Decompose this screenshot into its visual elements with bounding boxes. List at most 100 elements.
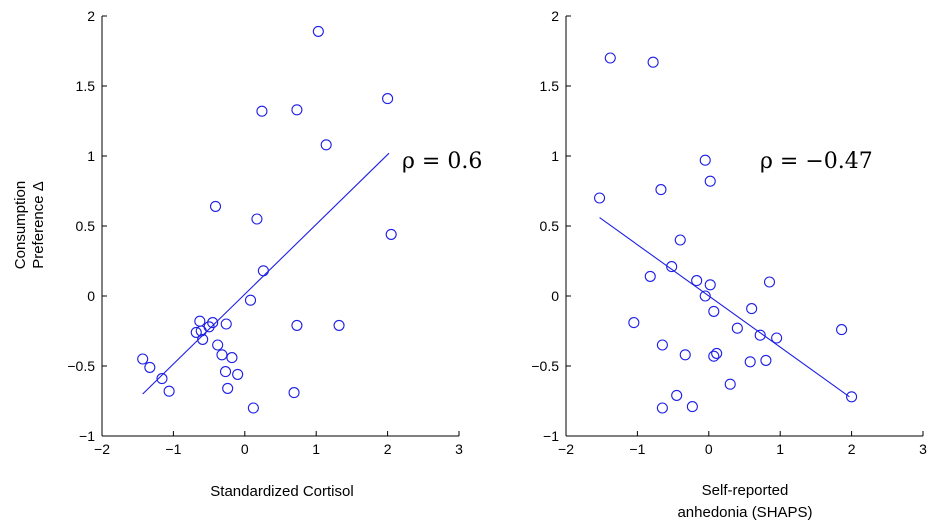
data-point (190, 326, 202, 338)
data-point (644, 270, 656, 282)
data-point (333, 319, 345, 331)
data-point (382, 93, 394, 105)
data-point (156, 373, 168, 385)
data-point (288, 387, 300, 399)
data-point (674, 234, 686, 246)
y-axis-label-line1: Consumption (12, 181, 29, 269)
data-point (708, 305, 720, 317)
data-point (708, 350, 720, 362)
y-tick-label: 2 (551, 8, 559, 24)
y-tick-label: −1 (543, 428, 559, 444)
y-tick-label: −0.5 (67, 358, 95, 374)
data-point (604, 52, 616, 64)
data-point (704, 175, 716, 187)
data-point (219, 366, 232, 378)
y-tick-label: −0.5 (531, 358, 559, 374)
y-tick-label: 2 (87, 8, 95, 24)
data-point (836, 324, 848, 336)
data-point (679, 349, 691, 361)
data-point (226, 352, 238, 364)
y-tick-label: 0 (87, 288, 95, 304)
data-point (244, 294, 257, 306)
data-point (247, 402, 259, 414)
data-point (760, 354, 772, 366)
data-point (232, 368, 244, 380)
x-tick-label: 0 (705, 441, 713, 457)
data-point (222, 382, 234, 394)
data-point (746, 303, 758, 315)
y-tick-label: 0 (551, 288, 559, 304)
data-point (207, 317, 219, 329)
data-point (724, 378, 736, 390)
data-point (137, 353, 149, 365)
panel-cortisol: −2 −1 0 1 2 3−1−0.500.511.52 ρ = 0.6 Standard… (12, 8, 482, 500)
data-point (197, 333, 209, 345)
data-point (212, 339, 224, 351)
data-point (385, 228, 397, 240)
regression-line (142, 152, 390, 395)
rho-annotation-anhedonia: ρ = −0.47 (760, 149, 873, 174)
data-point (291, 104, 303, 116)
data-point (163, 385, 175, 397)
y-tick-label: 1 (87, 148, 95, 164)
x-axis-label-line1: Self-reported (702, 482, 789, 499)
data-point (704, 279, 716, 291)
data-point (771, 332, 783, 344)
y-tick-label: 0.5 (540, 218, 560, 234)
data-point (656, 402, 668, 414)
x-tick-label: 2 (848, 441, 856, 457)
data-point (312, 25, 324, 37)
data-point (731, 322, 743, 334)
x-tick-label: 1 (776, 441, 784, 457)
data-point (655, 184, 667, 196)
y-tick-label: 1 (551, 148, 559, 164)
x-tick-label: 1 (312, 441, 320, 457)
data-point (754, 329, 766, 341)
x-tick-label: 3 (455, 441, 463, 457)
x-tick-label: −1 (629, 441, 645, 457)
data-point (220, 318, 232, 330)
x-tick-label: −2 (558, 441, 574, 457)
rho-annotation-cortisol: ρ = 0.6 (402, 149, 482, 174)
data-point (846, 391, 858, 403)
data-point (628, 317, 640, 329)
data-point (256, 105, 268, 117)
data-point (257, 265, 269, 277)
data-point (666, 261, 678, 273)
data-point (699, 290, 711, 302)
regression-line (599, 217, 850, 398)
y-tick-label: 0.5 (76, 218, 96, 234)
x-axis-label-line2: anhedonia (SHAPS) (677, 504, 812, 521)
data-point (763, 276, 776, 288)
data-point (744, 356, 756, 368)
data-point (320, 139, 332, 151)
y-tick-label: −1 (79, 428, 95, 444)
data-point (194, 315, 206, 327)
data-point (144, 361, 156, 373)
panel-anhedonia: −2 −1 0 1 2 3−1−0.500.511.52 ρ = −0.47 Self-r… (531, 8, 927, 521)
data-point (594, 192, 606, 204)
data-point (691, 275, 703, 287)
data-point (647, 56, 659, 68)
y-tick-label: 1.5 (540, 78, 560, 94)
y-tick-label: 1.5 (76, 78, 96, 94)
data-point (203, 321, 215, 333)
data-point (686, 401, 698, 413)
y-axis-label-line2: Preference Δ (30, 181, 47, 269)
data-point (699, 154, 711, 166)
plot-area-cortisol: −2 −1 0 1 2 3−1−0.500.511.52 (67, 8, 463, 457)
data-point (656, 339, 668, 351)
x-axis-label-cortisol: Standardized Cortisol (210, 483, 353, 500)
plot-area-anhedonia: −2 −1 0 1 2 3−1−0.500.511.52 (531, 8, 927, 457)
x-tick-label: 2 (384, 441, 392, 457)
data-point (671, 389, 683, 401)
x-tick-label: −1 (165, 441, 181, 457)
x-tick-label: −2 (94, 441, 110, 457)
x-tick-label: 3 (919, 441, 927, 457)
data-point (291, 319, 303, 331)
data-point (251, 213, 263, 225)
data-point (711, 347, 723, 359)
data-point (216, 349, 228, 361)
data-point (209, 200, 222, 212)
